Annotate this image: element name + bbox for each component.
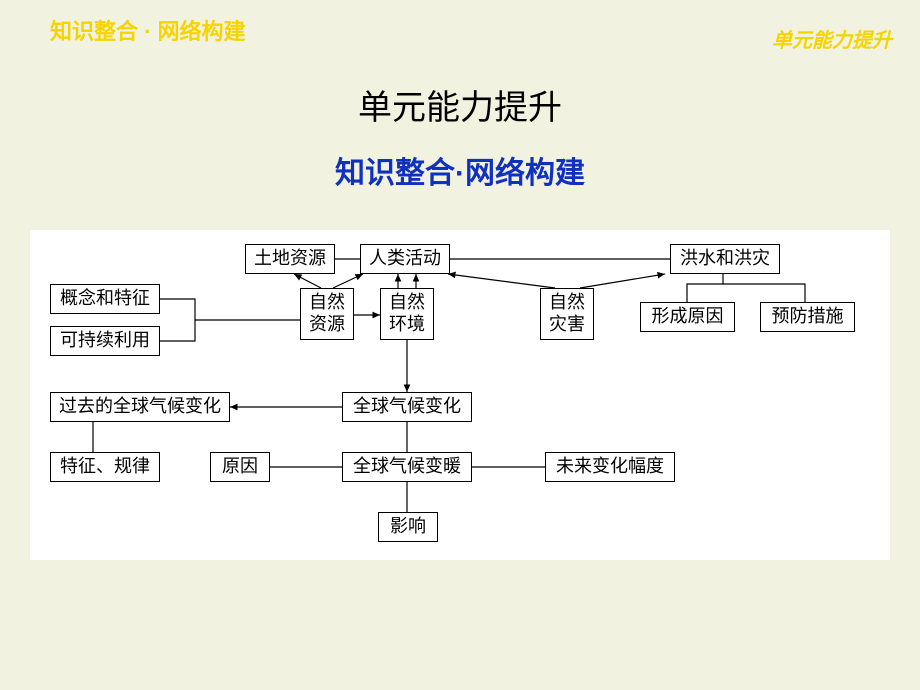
node-future: 未来变化幅度 [545,452,675,482]
node-sustain: 可持续利用 [50,326,160,356]
node-ziran_dis: 自然 灾害 [540,288,594,340]
node-global_wm: 全球气候变暖 [342,452,472,482]
header-right-text: 单元能力提升 [772,24,892,53]
diagram-edge [580,274,665,288]
diagram-edge [687,284,805,302]
node-flood: 洪水和洪灾 [670,244,780,274]
node-land: 土地资源 [245,244,335,274]
node-reason: 原因 [210,452,270,482]
diagram-edge [448,274,555,288]
node-cause_f: 形成原因 [640,302,735,332]
diagram-edge [333,274,363,288]
page-title: 单元能力提升 [0,80,920,129]
node-prevent: 预防措施 [760,302,855,332]
node-ziran_env: 自然 环境 [380,288,434,340]
node-global_ch: 全球气候变化 [342,392,472,422]
node-ziran_res: 自然 资源 [300,288,354,340]
node-concept: 概念和特征 [50,284,160,314]
diagram-edge [294,274,321,288]
node-effect: 影响 [378,512,438,542]
node-past: 过去的全球气候变化 [50,392,230,422]
node-human: 人类活动 [360,244,450,274]
header-left-text: 知识整合 · 网络构建 [50,14,246,46]
page-subtitle: 知识整合·网络构建 [0,148,920,192]
node-feature: 特征、规律 [50,452,160,482]
diagram-edge [160,299,195,341]
concept-map-diagram: 土地资源人类活动 洪水和洪灾概念和特征 自然 资源自然 环境 自然 灾害 形成原因预防措… [30,230,890,560]
